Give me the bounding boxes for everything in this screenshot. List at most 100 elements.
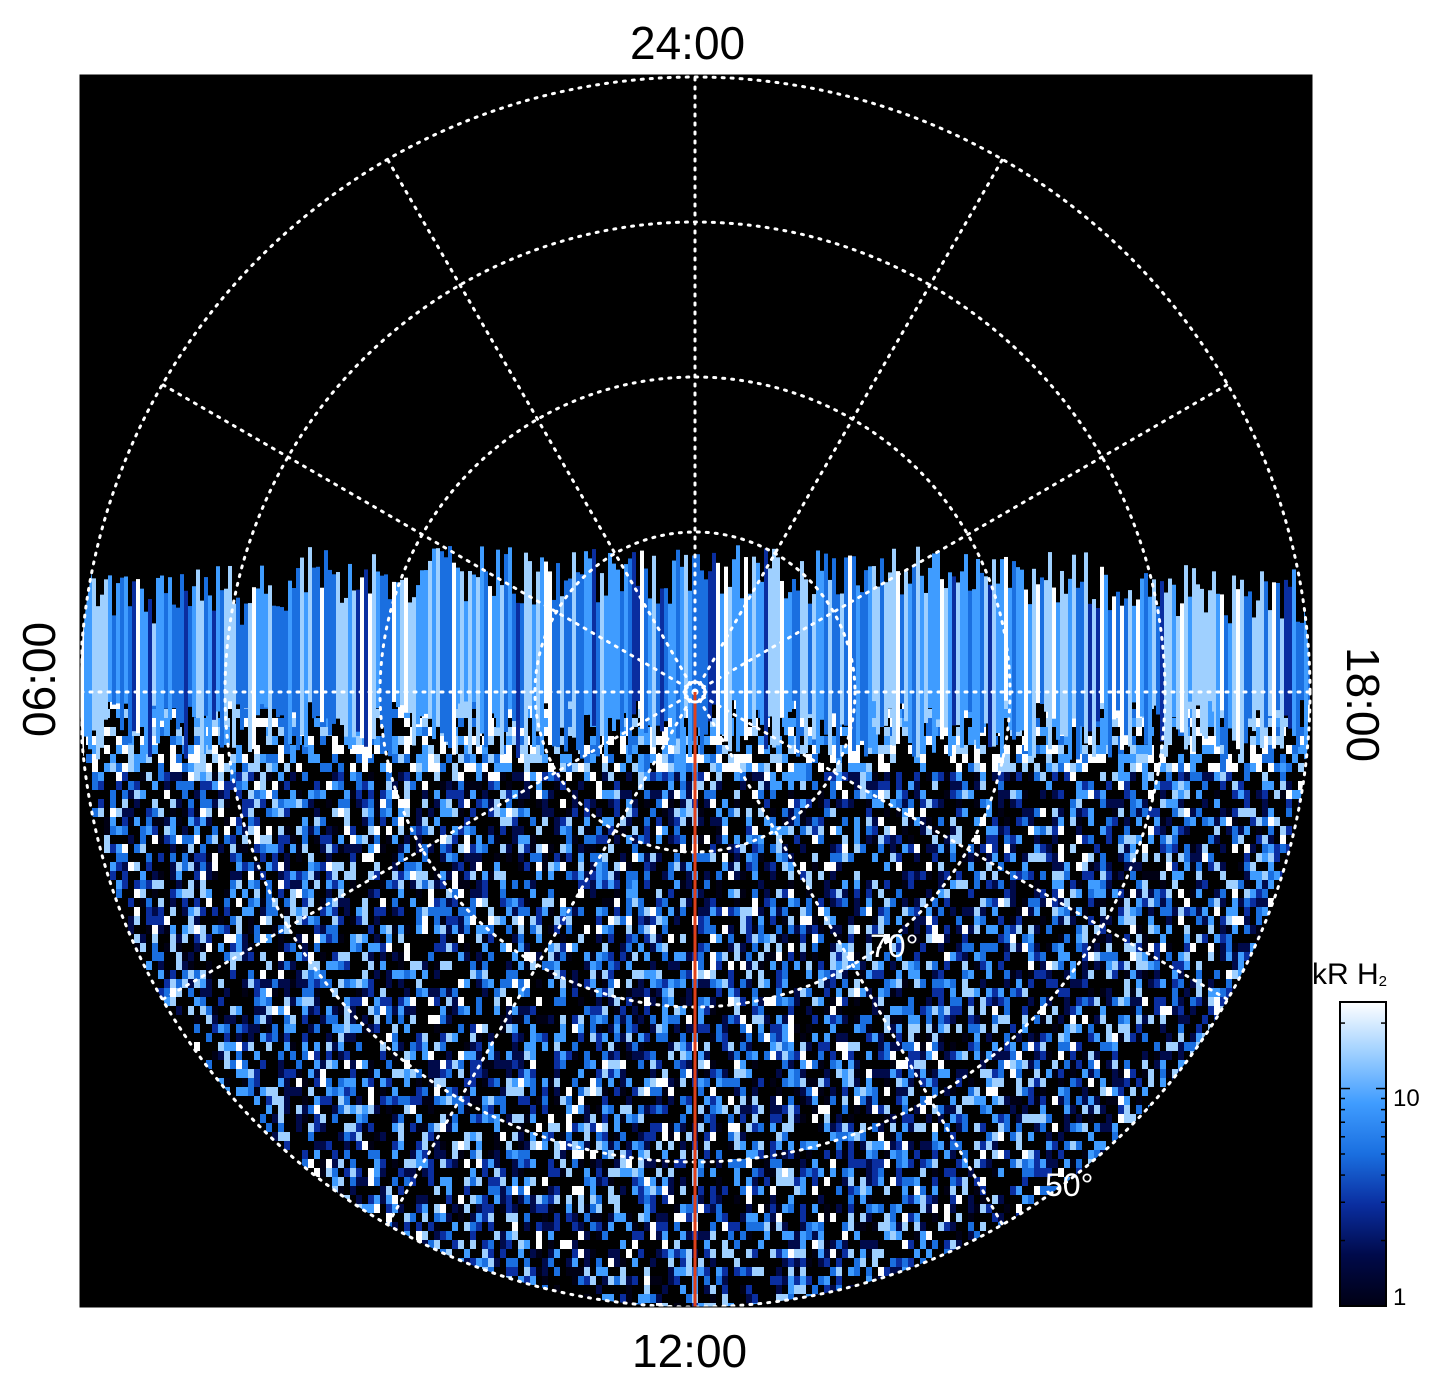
intensity-cell bbox=[338, 862, 344, 871]
intensity-cell bbox=[644, 772, 650, 781]
intensity-cell bbox=[632, 1024, 638, 1033]
intensity-cell bbox=[458, 952, 464, 961]
intensity-cell bbox=[620, 745, 626, 754]
intensity-cell bbox=[1298, 763, 1304, 772]
intensity-cell bbox=[338, 934, 344, 943]
intensity-cell bbox=[122, 808, 128, 817]
intensity-cell bbox=[776, 781, 782, 790]
intensity-cell bbox=[806, 772, 812, 781]
intensity-cell bbox=[764, 997, 770, 1006]
intensity-cell bbox=[476, 1051, 482, 1060]
intensity-cell bbox=[542, 727, 548, 736]
intensity-cell bbox=[242, 934, 248, 943]
intensity-cell bbox=[1112, 1033, 1118, 1042]
intensity-cell bbox=[260, 790, 266, 799]
intensity-cell bbox=[584, 817, 590, 826]
intensity-cell bbox=[830, 853, 836, 862]
intensity-cell bbox=[776, 1015, 782, 1024]
intensity-cell bbox=[344, 907, 350, 916]
intensity-cell bbox=[1184, 853, 1190, 862]
intensity-cell bbox=[368, 790, 374, 799]
intensity-cell bbox=[326, 889, 332, 898]
intensity-cell bbox=[470, 853, 476, 862]
intensity-cell bbox=[482, 1024, 488, 1033]
intensity-cell bbox=[788, 952, 794, 961]
intensity-cell bbox=[944, 925, 950, 934]
intensity-cell bbox=[128, 925, 134, 934]
intensity-cell bbox=[440, 871, 446, 880]
intensity-cell bbox=[500, 979, 506, 988]
intensity-cell bbox=[932, 1105, 938, 1114]
intensity-cell bbox=[362, 1015, 368, 1024]
intensity-cell bbox=[1004, 1006, 1010, 1015]
intensity-cell bbox=[818, 970, 824, 979]
intensity-cell bbox=[728, 997, 734, 1006]
intensity-cell bbox=[464, 844, 470, 853]
intensity-cell bbox=[986, 1033, 992, 1042]
intensity-cell bbox=[596, 1024, 602, 1033]
intensity-cell bbox=[854, 1015, 860, 1024]
intensity-cell bbox=[368, 835, 374, 844]
intensity-cell bbox=[890, 1060, 896, 1069]
intensity-cell bbox=[278, 1069, 284, 1078]
intensity-cell bbox=[602, 1069, 608, 1078]
intensity-cell bbox=[908, 835, 914, 844]
intensity-cell bbox=[1088, 790, 1094, 799]
intensity-cell bbox=[800, 871, 806, 880]
intensity-cell bbox=[1064, 988, 1070, 997]
intensity-cell bbox=[260, 781, 266, 790]
intensity-cell bbox=[1238, 790, 1244, 799]
intensity-cell bbox=[1064, 898, 1070, 907]
intensity-cell bbox=[764, 979, 770, 988]
intensity-cell bbox=[674, 961, 680, 970]
intensity-cell bbox=[1178, 1060, 1184, 1069]
intensity-cell bbox=[500, 1060, 506, 1069]
intensity-cell bbox=[1214, 898, 1220, 907]
intensity-cell bbox=[128, 781, 134, 790]
intensity-cell bbox=[272, 853, 278, 862]
intensity-cell bbox=[410, 1069, 416, 1078]
intensity-cell bbox=[590, 862, 596, 871]
intensity-cell bbox=[158, 988, 164, 997]
intensity-cell bbox=[668, 1042, 674, 1051]
intensity-cell bbox=[170, 736, 176, 745]
intensity-cell bbox=[1142, 808, 1148, 817]
intensity-cell bbox=[836, 925, 842, 934]
intensity-cell bbox=[230, 871, 236, 880]
intensity-cell bbox=[122, 745, 128, 754]
intensity-cell bbox=[842, 790, 848, 799]
intensity-cell bbox=[1118, 763, 1124, 772]
intensity-cell bbox=[290, 943, 296, 952]
intensity-cell bbox=[686, 1069, 692, 1078]
intensity-cell bbox=[662, 745, 668, 754]
intensity-cell bbox=[1166, 1051, 1172, 1060]
intensity-cell bbox=[1100, 700, 1106, 709]
intensity-cell bbox=[614, 1042, 620, 1051]
intensity-cell bbox=[98, 772, 104, 781]
intensity-cell bbox=[380, 925, 386, 934]
intensity-cell bbox=[452, 772, 458, 781]
intensity-cell bbox=[1280, 790, 1286, 799]
intensity-cell bbox=[344, 961, 350, 970]
intensity-cell bbox=[494, 781, 500, 790]
intensity-cell bbox=[248, 799, 254, 808]
intensity-cell bbox=[446, 1006, 452, 1015]
intensity-cell bbox=[1196, 970, 1202, 979]
intensity-cell bbox=[362, 1060, 368, 1069]
intensity-cell bbox=[1154, 898, 1160, 907]
intensity-cell bbox=[140, 871, 146, 880]
intensity-cell bbox=[128, 898, 134, 907]
intensity-cell bbox=[206, 934, 212, 943]
intensity-cell bbox=[212, 718, 218, 727]
intensity-cell bbox=[1250, 943, 1256, 952]
intensity-cell bbox=[110, 727, 116, 736]
intensity-cell bbox=[830, 745, 836, 754]
intensity-cell bbox=[242, 754, 248, 763]
intensity-cell bbox=[734, 1087, 740, 1096]
intensity-cell bbox=[662, 952, 668, 961]
intensity-cell bbox=[464, 781, 470, 790]
intensity-cell bbox=[374, 943, 380, 952]
intensity-cell bbox=[1088, 1060, 1094, 1069]
intensity-cell bbox=[608, 709, 614, 718]
intensity-cell bbox=[872, 709, 878, 718]
